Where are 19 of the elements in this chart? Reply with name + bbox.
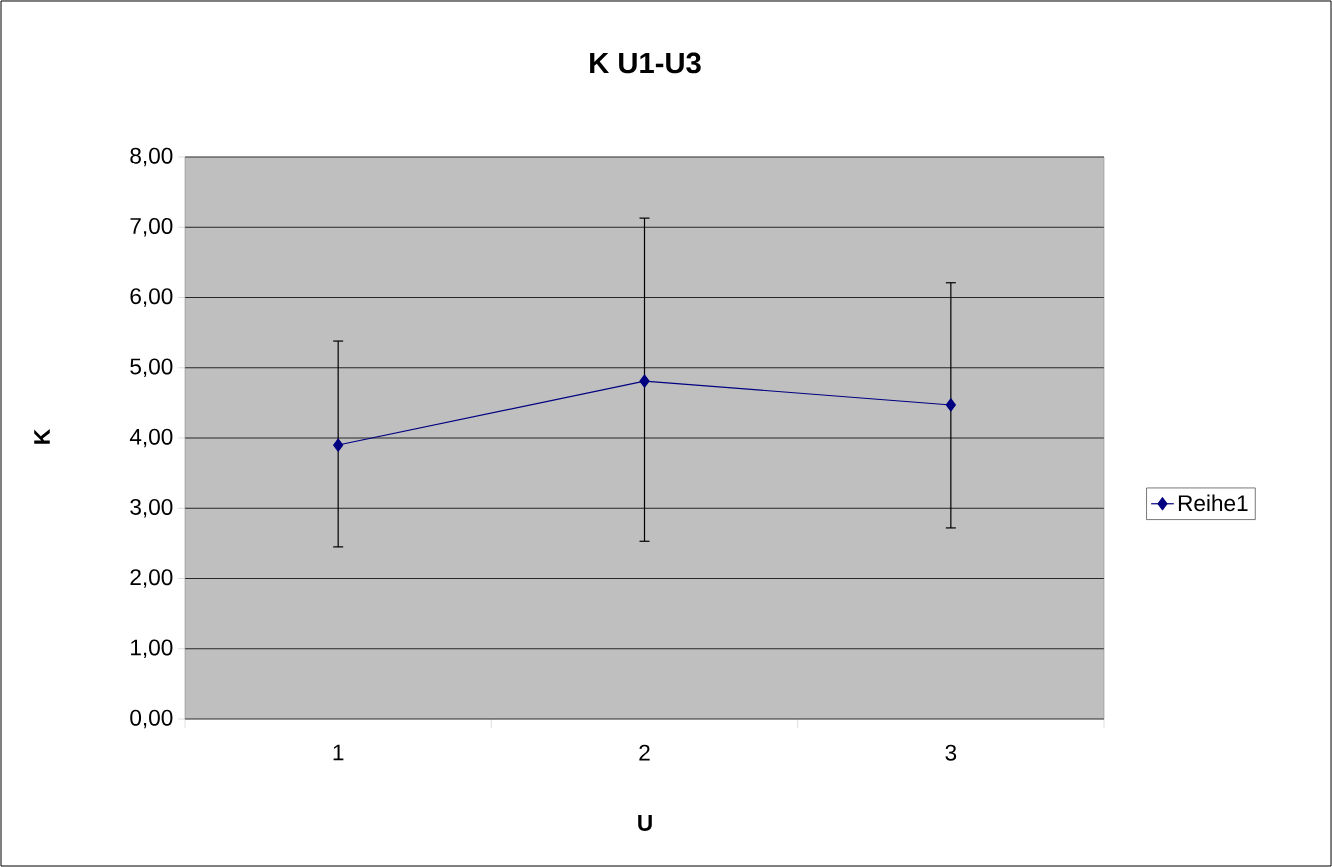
y-tick-label: 0,00 <box>130 709 173 729</box>
y-tick-label: 8,00 <box>130 147 173 167</box>
x-tick-label: 3 <box>945 744 957 761</box>
y-tick-label: 4,00 <box>129 428 173 448</box>
legend-label: Reihe1 <box>1178 494 1248 512</box>
point <box>333 438 344 452</box>
x-axis-title: U <box>638 815 652 831</box>
x-tick-label: 2 <box>639 744 650 761</box>
x-tick-label: 1 <box>333 744 344 761</box>
y-tick-label: 5,00 <box>130 358 173 378</box>
y-tick-label: 7,00 <box>130 217 173 237</box>
point <box>945 398 956 412</box>
y-tick-label: 6,00 <box>130 288 173 307</box>
y-tick-label: 3,00 <box>130 498 173 518</box>
y-axis-title: K <box>34 429 50 444</box>
point <box>639 374 650 388</box>
y-tick-label: 1,00 <box>131 639 173 659</box>
chart-title: K U1-U3 <box>590 52 701 74</box>
y-tick-label: 2,00 <box>130 569 173 588</box>
